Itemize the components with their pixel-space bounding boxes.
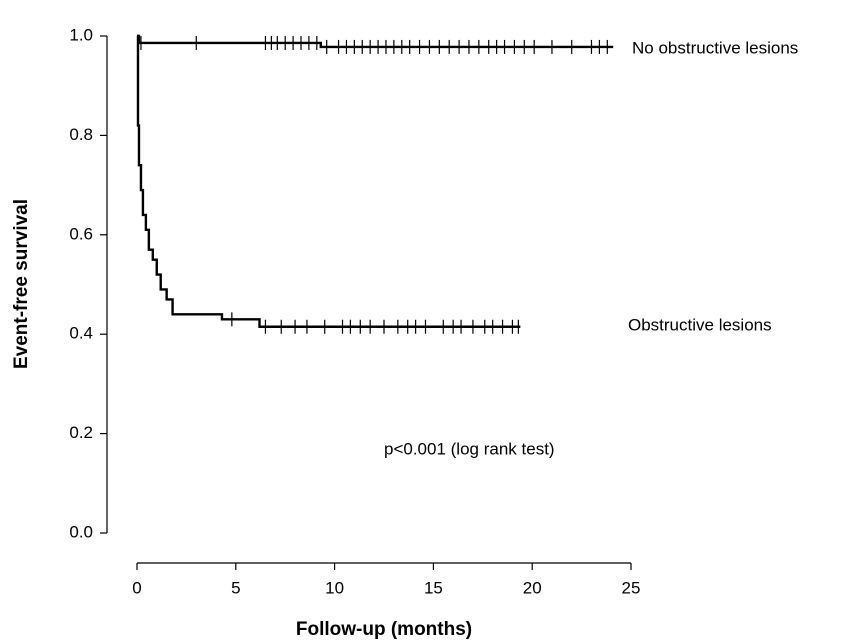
x-tick-label: 10: [325, 578, 344, 597]
x-tick-label: 5: [231, 578, 240, 597]
y-tick-label: 0.0: [69, 522, 93, 541]
x-tick-label: 20: [523, 578, 542, 597]
y-tick-label: 0.8: [69, 125, 93, 144]
y-tick-label: 0.4: [69, 324, 93, 343]
x-tick-label: 0: [132, 578, 141, 597]
y-tick-label: 0.2: [69, 423, 93, 442]
x-tick-label: 25: [622, 578, 641, 597]
annotation: p<0.001 (log rank test): [384, 439, 555, 458]
y-tick-label: 1.0: [69, 25, 93, 44]
survival-curve: [137, 34, 614, 49]
y-tick-label: 0.6: [69, 224, 93, 243]
series-label: No obstructive lesions: [632, 38, 798, 57]
survival-curve: [136, 34, 521, 328]
series-label: Obstructive lesions: [628, 315, 772, 334]
x-tick-label: 15: [424, 578, 443, 597]
x-axis-label: Follow-up (months): [296, 619, 472, 640]
y-axis-label: Event-free survival: [11, 199, 32, 369]
